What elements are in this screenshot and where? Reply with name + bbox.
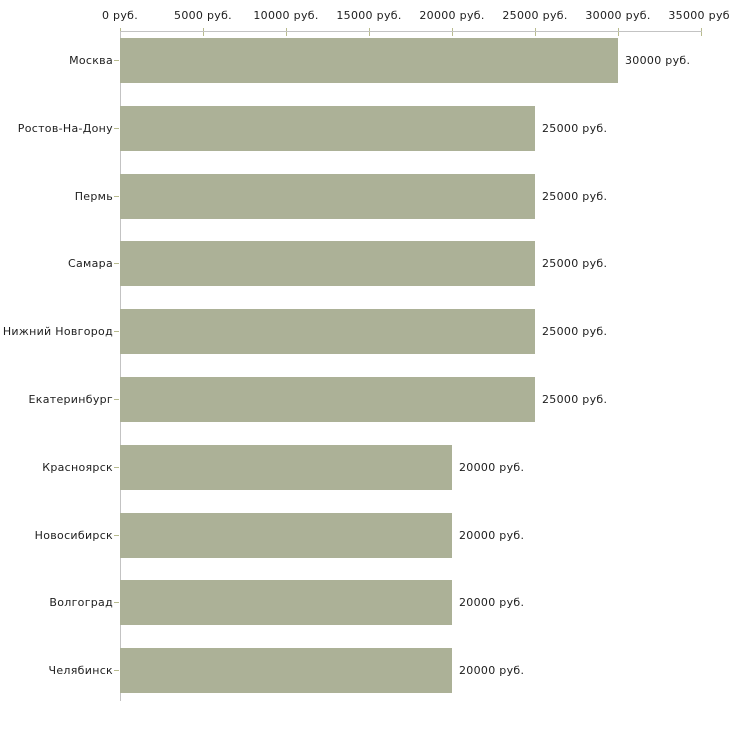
bar-value-label: 30000 руб. — [625, 54, 691, 67]
bar-9 — [120, 648, 452, 693]
bar-0 — [120, 38, 618, 83]
x-axis-line — [120, 31, 702, 32]
y-axis-tick-mark — [114, 196, 119, 197]
bar-1 — [120, 106, 535, 151]
category-label: Челябинск — [48, 664, 113, 677]
x-axis-tick-mark — [535, 28, 536, 36]
category-label: Москва — [69, 54, 113, 67]
bar-7 — [120, 513, 452, 558]
x-axis-tick-label: 35000 руб. — [668, 9, 730, 22]
x-axis-tick-mark — [452, 28, 453, 36]
category-label: Самара — [68, 257, 113, 270]
y-axis-tick-mark — [114, 60, 119, 61]
y-axis-tick-mark — [114, 331, 119, 332]
bar-5 — [120, 377, 535, 422]
x-axis-tick-mark — [369, 28, 370, 36]
y-axis-tick-mark — [114, 670, 119, 671]
x-axis-tick-mark — [203, 28, 204, 36]
bar-value-label: 20000 руб. — [459, 596, 525, 609]
x-axis-tick-label: 5000 руб. — [174, 9, 232, 22]
bar-value-label: 20000 руб. — [459, 461, 525, 474]
category-label: Красноярск — [42, 461, 113, 474]
bar-3 — [120, 241, 535, 286]
x-axis-tick-label: 0 руб. — [101, 9, 139, 22]
x-axis-tick-label: 20000 руб. — [419, 9, 485, 22]
bar-6 — [120, 445, 452, 490]
bar-2 — [120, 174, 535, 219]
category-label: Нижний Новгород — [2, 325, 113, 338]
x-axis-tick-mark — [701, 28, 702, 36]
y-axis-tick-mark — [114, 399, 119, 400]
bar-value-label: 25000 руб. — [542, 325, 608, 338]
bar-value-label: 20000 руб. — [459, 529, 525, 542]
x-axis-tick-label: 15000 руб. — [336, 9, 402, 22]
bar-value-label: 25000 руб. — [542, 122, 608, 135]
y-axis-tick-mark — [114, 535, 119, 536]
x-axis-tick-label: 10000 руб. — [253, 9, 319, 22]
category-label: Ростов-На-Дону — [17, 122, 113, 135]
bar-value-label: 25000 руб. — [542, 393, 608, 406]
y-axis-tick-mark — [114, 128, 119, 129]
bar-value-label: 20000 руб. — [459, 664, 525, 677]
bar-8 — [120, 580, 452, 625]
bar-value-label: 25000 руб. — [542, 257, 608, 270]
x-axis-tick-mark — [286, 28, 287, 36]
y-axis-tick-mark — [114, 467, 119, 468]
category-label: Новосибирск — [34, 529, 113, 542]
bar-4 — [120, 309, 535, 354]
x-axis-tick-label: 30000 руб. — [585, 9, 651, 22]
x-axis-tick-label: 25000 руб. — [502, 9, 568, 22]
y-axis-line — [120, 31, 121, 701]
x-axis-tick-mark — [618, 28, 619, 36]
y-axis-tick-mark — [114, 602, 119, 603]
bar-value-label: 25000 руб. — [542, 190, 608, 203]
y-axis-tick-mark — [114, 263, 119, 264]
category-label: Екатеринбург — [28, 393, 113, 406]
category-label: Пермь — [74, 190, 113, 203]
category-label: Волгоград — [49, 596, 113, 609]
